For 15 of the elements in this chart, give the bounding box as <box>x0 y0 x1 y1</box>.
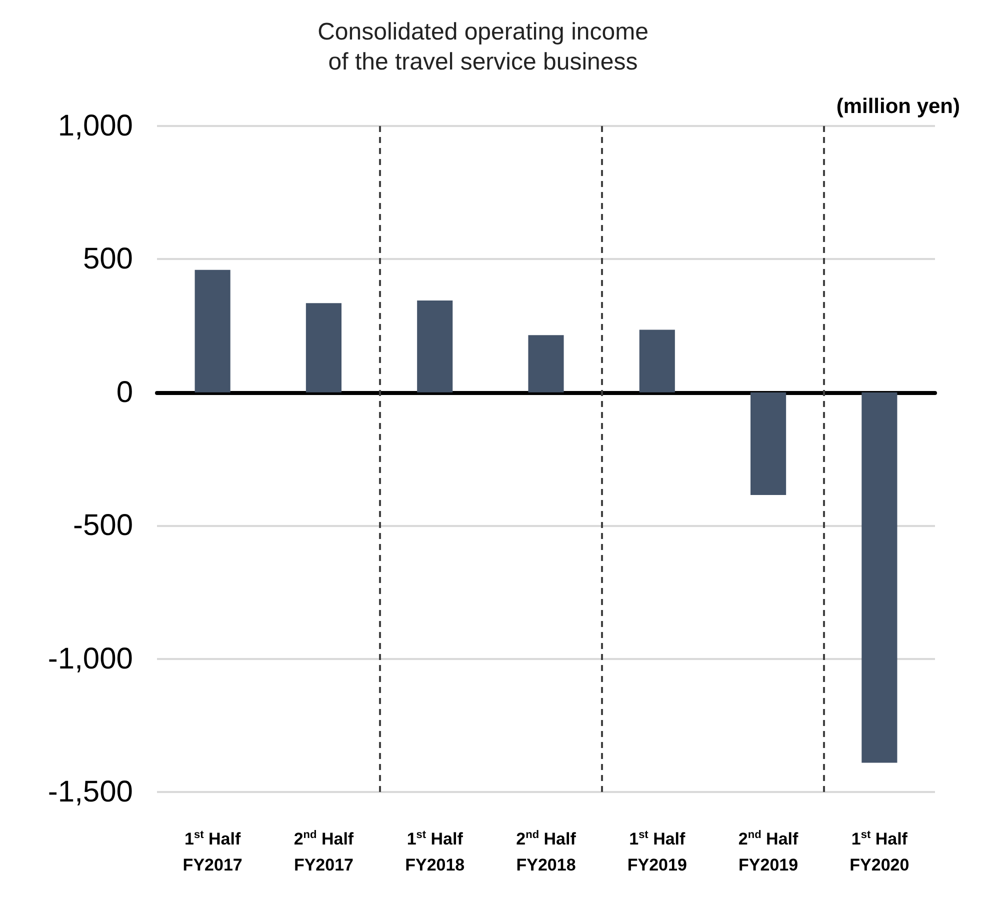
bar <box>639 330 675 392</box>
y-tick-label: 0 <box>116 376 133 409</box>
y-tick-label: 500 <box>82 242 133 276</box>
bar <box>862 392 898 763</box>
y-tick-label: 1,000 <box>58 110 133 142</box>
y-tick-label: -1,000 <box>48 642 133 676</box>
chart-title: Consolidated operating income of the travel service business <box>318 18 648 76</box>
y-tick-label: -500 <box>72 509 133 542</box>
y-axis-title: (million yen) <box>836 95 960 118</box>
bar <box>194 270 230 392</box>
y-tick-label: -1,500 <box>48 776 133 808</box>
bar <box>306 303 342 392</box>
bar <box>750 392 786 495</box>
bar <box>528 335 564 392</box>
bar <box>417 300 453 392</box>
